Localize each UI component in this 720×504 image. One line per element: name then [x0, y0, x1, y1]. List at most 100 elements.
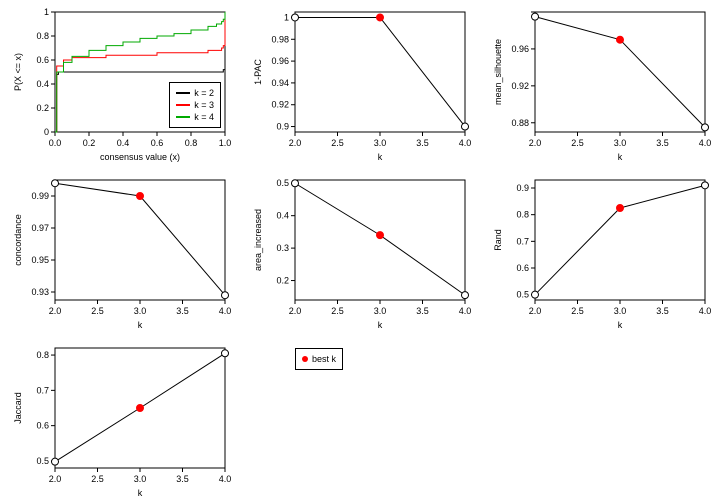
svg-text:3.5: 3.5 — [416, 306, 429, 316]
svg-text:3.5: 3.5 — [656, 306, 669, 316]
svg-text:0.98: 0.98 — [271, 34, 289, 44]
svg-text:3.0: 3.0 — [374, 306, 387, 316]
svg-text:3.0: 3.0 — [134, 306, 147, 316]
svg-text:1-PAC: 1-PAC — [253, 59, 263, 85]
chart-concordance: 2.02.53.03.54.00.930.950.970.99kconcorda… — [0, 168, 240, 336]
svg-text:3.0: 3.0 — [614, 138, 627, 148]
svg-text:0.4: 0.4 — [117, 138, 130, 148]
svg-text:0.2: 0.2 — [276, 276, 289, 286]
svg-text:2.0: 2.0 — [49, 306, 62, 316]
panel-empty — [480, 336, 720, 504]
svg-text:3.5: 3.5 — [656, 138, 669, 148]
legend-label: k = 3 — [194, 99, 214, 111]
svg-text:0.6: 0.6 — [36, 55, 49, 65]
cdf-legend: k = 2k = 3k = 4 — [169, 82, 221, 128]
svg-text:k: k — [378, 152, 383, 162]
svg-text:k: k — [618, 320, 623, 330]
svg-text:2.0: 2.0 — [289, 306, 302, 316]
svg-text:3.5: 3.5 — [416, 138, 429, 148]
svg-text:k: k — [378, 320, 383, 330]
svg-text:3.0: 3.0 — [374, 138, 387, 148]
svg-text:0.95: 0.95 — [31, 255, 49, 265]
svg-text:0.8: 0.8 — [516, 210, 529, 220]
panel-rand: 2.02.53.03.54.00.50.60.70.80.9kRand — [480, 168, 720, 336]
svg-text:Rand: Rand — [493, 229, 503, 251]
svg-text:3.0: 3.0 — [614, 306, 627, 316]
best-k-dot-icon — [302, 356, 308, 362]
chart-jaccard: 2.0 2.5 3.0 3.5 4.0 0.5 0.6 0.7 0.8 k Jaccard — [0, 336, 240, 504]
svg-text:0.92: 0.92 — [271, 100, 289, 110]
chart-mean-silhouette: 2.0 2.5 3.0 3.5 4.0 0.88 0.92 0.96 k mean_silhoue… — [480, 0, 720, 168]
svg-text:0.9: 0.9 — [276, 122, 289, 132]
svg-text:0.6: 0.6 — [151, 138, 164, 148]
svg-text:0.9: 0.9 — [516, 183, 529, 193]
svg-text:4.0: 4.0 — [699, 306, 712, 316]
panel-concordance: 2.02.53.03.54.00.930.950.970.99kconcorda… — [0, 168, 240, 336]
svg-text:0: 0 — [44, 127, 49, 137]
svg-text:0.8: 0.8 — [36, 31, 49, 41]
svg-text:0.88: 0.88 — [511, 118, 529, 128]
svg-text:Jaccard: Jaccard — [13, 392, 23, 424]
svg-text:0.94: 0.94 — [271, 78, 289, 88]
svg-text:0.4: 0.4 — [36, 79, 49, 89]
panel-jaccard: 2.0 2.5 3.0 3.5 4.0 0.5 0.6 0.7 0.8 k Jaccard — [0, 336, 240, 504]
svg-text:4.0: 4.0 — [459, 306, 472, 316]
panel-cdf: 0.0 0.2 0.4 0.6 0.8 1.0 0 0.2 0.4 0.6 0.8 1 consensu… — [0, 0, 240, 168]
chart-rand: 2.02.53.03.54.00.50.60.70.80.9kRand — [480, 168, 720, 336]
svg-text:0.7: 0.7 — [516, 236, 529, 246]
svg-text:0.2: 0.2 — [36, 103, 49, 113]
svg-text:0.6: 0.6 — [36, 421, 49, 431]
panel-1-pac: 2.0 2.5 3.0 3.5 4.0 0.9 0.92 0.94 0.96 0.98 1 k 1-PA… — [240, 0, 480, 168]
svg-text:0.7: 0.7 — [36, 385, 49, 395]
svg-text:0.97: 0.97 — [31, 223, 49, 233]
panel-mean-silhouette: 2.0 2.5 3.0 3.5 4.0 0.88 0.92 0.96 k mean_silhoue… — [480, 0, 720, 168]
svg-text:P(X <= x): P(X <= x) — [13, 53, 23, 91]
svg-text:mean_silhouette: mean_silhouette — [493, 39, 503, 105]
panel-best-k-legend: best k — [240, 336, 480, 504]
svg-text:0.2: 0.2 — [83, 138, 96, 148]
svg-text:4.0: 4.0 — [699, 138, 712, 148]
svg-text:1: 1 — [44, 7, 49, 17]
svg-text:0.5: 0.5 — [36, 456, 49, 466]
svg-text:0.5: 0.5 — [276, 178, 289, 188]
svg-text:0.99: 0.99 — [31, 191, 49, 201]
svg-text:4.0: 4.0 — [219, 474, 232, 484]
svg-text:2.5: 2.5 — [91, 474, 104, 484]
best-k-legend-box: best k — [295, 348, 343, 370]
svg-text:3.0: 3.0 — [134, 474, 147, 484]
svg-text:k: k — [138, 320, 143, 330]
chart-area-increased: 2.02.53.03.54.00.20.30.40.5karea_increas… — [240, 168, 480, 336]
svg-text:area_increased: area_increased — [253, 209, 263, 271]
svg-text:0.4: 0.4 — [276, 211, 289, 221]
svg-text:2.0: 2.0 — [529, 306, 542, 316]
svg-text:2.0: 2.0 — [289, 138, 302, 148]
panel-area-increased: 2.02.53.03.54.00.20.30.40.5karea_increas… — [240, 168, 480, 336]
svg-text:4.0: 4.0 — [459, 138, 472, 148]
svg-text:0.5: 0.5 — [516, 290, 529, 300]
svg-text:1: 1 — [284, 12, 289, 22]
svg-text:concordance: concordance — [13, 214, 23, 266]
svg-text:0.96: 0.96 — [511, 44, 529, 54]
svg-text:2.5: 2.5 — [331, 138, 344, 148]
svg-text:2.5: 2.5 — [91, 306, 104, 316]
svg-text:2.5: 2.5 — [571, 138, 584, 148]
svg-text:2.0: 2.0 — [49, 474, 62, 484]
svg-text:0.96: 0.96 — [271, 56, 289, 66]
svg-text:1.0: 1.0 — [219, 138, 232, 148]
legend-label: k = 2 — [194, 87, 214, 99]
svg-text:0.92: 0.92 — [511, 81, 529, 91]
svg-text:4.0: 4.0 — [219, 306, 232, 316]
svg-text:3.5: 3.5 — [176, 306, 189, 316]
svg-text:3.5: 3.5 — [176, 474, 189, 484]
svg-text:k: k — [138, 488, 143, 498]
legend-label: k = 4 — [194, 111, 214, 123]
svg-text:k: k — [618, 152, 623, 162]
svg-text:2.0: 2.0 — [529, 138, 542, 148]
chart-1-pac: 2.0 2.5 3.0 3.5 4.0 0.9 0.92 0.94 0.96 0.98 1 k 1-PA… — [240, 0, 480, 168]
svg-text:0.8: 0.8 — [185, 138, 198, 148]
svg-text:0.0: 0.0 — [49, 138, 62, 148]
svg-text:0.8: 0.8 — [36, 350, 49, 360]
svg-text:0.6: 0.6 — [516, 263, 529, 273]
svg-text:consensus value (x): consensus value (x) — [100, 152, 180, 162]
svg-text:0.3: 0.3 — [276, 243, 289, 253]
